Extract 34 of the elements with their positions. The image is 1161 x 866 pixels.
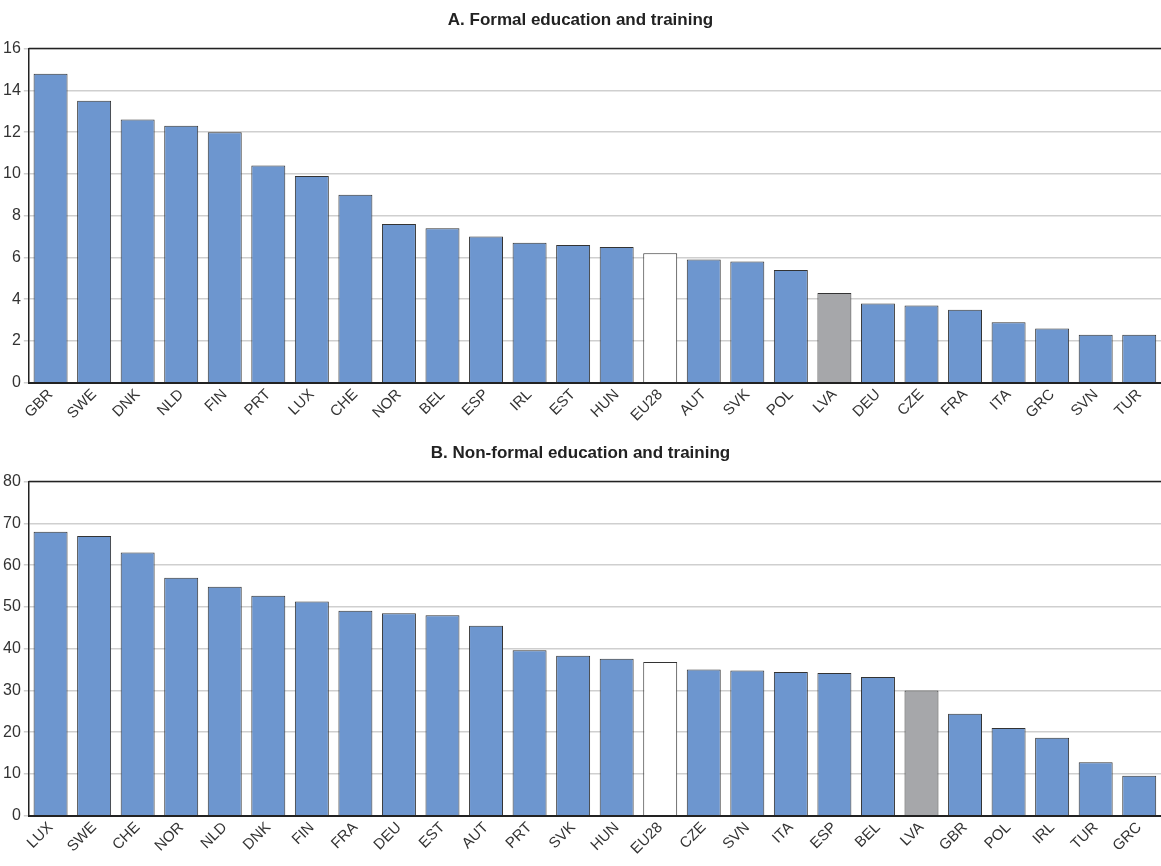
- x-tick-label: BEL: [850, 818, 883, 851]
- y-tick-label: 70: [3, 513, 21, 531]
- x-tick-label: ITA: [985, 385, 1014, 413]
- x-tick-label: FIN: [287, 818, 317, 848]
- x-tick-label: LVA: [808, 385, 840, 416]
- y-tick-label: 60: [3, 555, 21, 573]
- x-tick-label: LVA: [896, 818, 927, 849]
- y-tick-label: 10: [3, 764, 21, 782]
- x-tick-label: IRL: [1028, 818, 1058, 847]
- y-tick-label: 2: [11, 331, 21, 349]
- y-tick-label: 30: [3, 680, 21, 698]
- chart-title: A. Formal education and training: [446, 10, 715, 30]
- x-tick-label: BEL: [415, 385, 448, 418]
- y-tick-label: 20: [3, 722, 21, 740]
- y-tick-label: 6: [11, 247, 21, 265]
- x-tick-label: POL: [980, 818, 1014, 852]
- y-tick-label: 0: [11, 373, 21, 391]
- x-tick-label: FIN: [200, 385, 230, 415]
- y-tick-label: 8: [11, 206, 21, 224]
- x-tick-label: POL: [762, 385, 796, 419]
- y-tick-label: 50: [3, 597, 21, 615]
- y-tick-label: 16: [3, 39, 21, 57]
- y-tick-label: 80: [3, 472, 21, 490]
- y-tick-label: 40: [3, 639, 21, 657]
- y-tick-label: 4: [11, 289, 21, 307]
- chart-title: B. Non-formal education and training: [429, 443, 732, 463]
- y-tick-label: 0: [11, 806, 21, 824]
- x-tick-label: IRL: [506, 385, 535, 414]
- x-tick-label: TUR: [1110, 385, 1145, 419]
- y-tick-label: 10: [3, 164, 21, 182]
- y-tick-label: 14: [3, 80, 21, 98]
- x-tick-label: ITA: [768, 818, 796, 846]
- x-tick-label: TUR: [1066, 818, 1101, 852]
- y-tick-label: 12: [3, 122, 21, 140]
